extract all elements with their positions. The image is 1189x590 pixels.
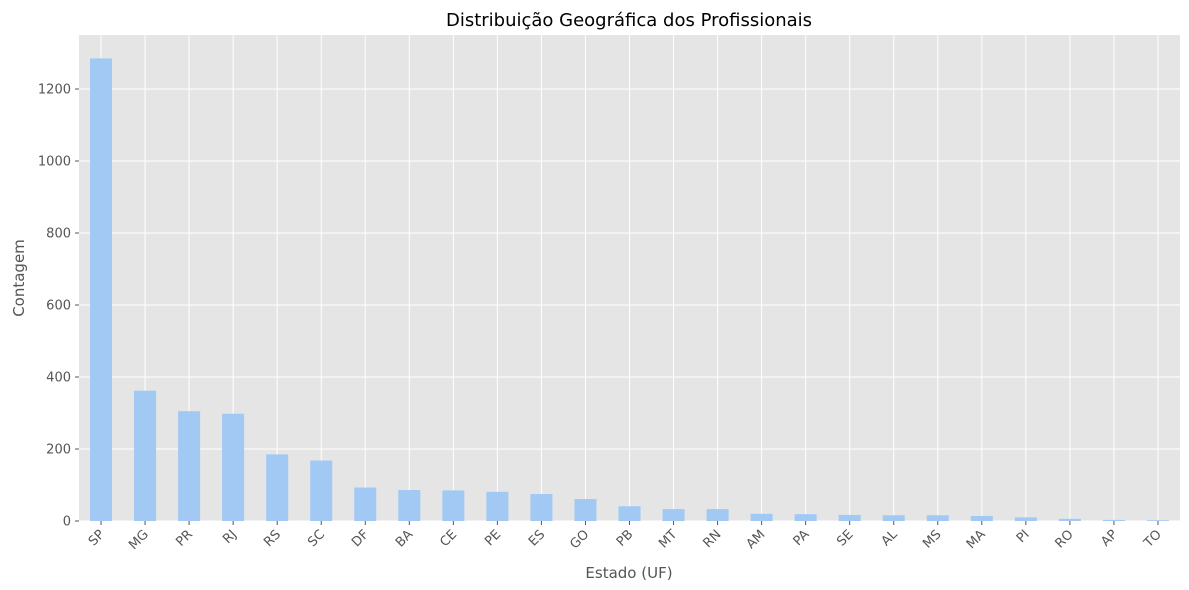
x-tick-label: RS — [261, 527, 284, 550]
x-tick-label: MG — [126, 527, 152, 553]
bar-pb — [618, 506, 641, 521]
bar-al — [882, 515, 905, 521]
x-tick-label: PB — [614, 527, 636, 549]
bar-pe — [486, 491, 509, 521]
bar-rj — [222, 413, 245, 521]
x-tick-label: MA — [964, 527, 989, 552]
bar-ro — [1058, 518, 1081, 521]
bar-ma — [970, 515, 993, 521]
x-tick-label: SC — [305, 527, 328, 550]
chart-title: Distribuição Geográfica dos Profissionai… — [446, 10, 812, 31]
x-tick-label: CE — [437, 527, 460, 550]
x-tick-label: PE — [482, 527, 504, 549]
bar-pa — [794, 514, 817, 521]
x-axis-label: Estado (UF) — [585, 564, 672, 582]
bar-ce — [442, 490, 465, 521]
x-tick-label: SE — [834, 527, 856, 549]
bar-ap — [1102, 519, 1125, 521]
bar-pi — [1014, 517, 1037, 521]
bars — [90, 58, 1169, 522]
bar-rn — [706, 509, 729, 521]
x-tick-label: MS — [920, 527, 944, 551]
bar-sp — [90, 58, 113, 522]
y-tick-label: 200 — [46, 443, 71, 458]
x-tick-label: TO — [1141, 527, 1165, 551]
bar-se — [838, 514, 861, 521]
bar-es — [530, 494, 553, 521]
x-tick-label: SP — [86, 527, 108, 549]
y-axis-ticks: 0 200 400 600 800 1000 1200 — [38, 83, 79, 530]
x-tick-label: PA — [791, 527, 813, 549]
bar-df — [354, 487, 377, 521]
y-tick-label: 1000 — [38, 155, 71, 170]
x-tick-label: GO — [567, 527, 592, 552]
y-tick-label: 1200 — [38, 83, 71, 98]
bar-go — [574, 499, 597, 521]
x-tick-label: PI — [1014, 527, 1033, 546]
bar-am — [750, 513, 773, 521]
x-tick-label: DF — [349, 527, 372, 550]
bar-mg — [134, 390, 157, 521]
bar-sc — [310, 460, 333, 521]
x-tick-label: BA — [393, 527, 416, 550]
x-axis-ticks: SP MG PR RJ RS SC DF BA CE PE ES GO PB MT RN AM PA SE AL MS… — [86, 521, 1165, 553]
x-tick-label: PR — [173, 527, 196, 550]
bar-rs — [266, 454, 289, 521]
x-tick-label: AL — [879, 527, 902, 550]
y-axis-label: Contagem — [10, 239, 28, 317]
bar-pr — [178, 411, 201, 521]
bar-ba — [398, 490, 421, 521]
bar-ms — [926, 515, 949, 521]
x-tick-label: RJ — [220, 527, 240, 547]
x-tick-label: RN — [701, 527, 725, 551]
y-tick-label: 400 — [46, 371, 71, 386]
x-tick-label: AP — [1098, 527, 1121, 550]
bar-to — [1146, 520, 1169, 521]
x-tick-label: AM — [744, 527, 769, 552]
x-tick-label: MT — [656, 527, 680, 551]
y-tick-label: 600 — [46, 299, 71, 314]
y-tick-label: 0 — [63, 515, 71, 530]
x-tick-label: RO — [1052, 527, 1076, 551]
x-tick-label: ES — [526, 527, 548, 549]
bar-mt — [662, 509, 685, 521]
y-tick-label: 800 — [46, 227, 71, 242]
